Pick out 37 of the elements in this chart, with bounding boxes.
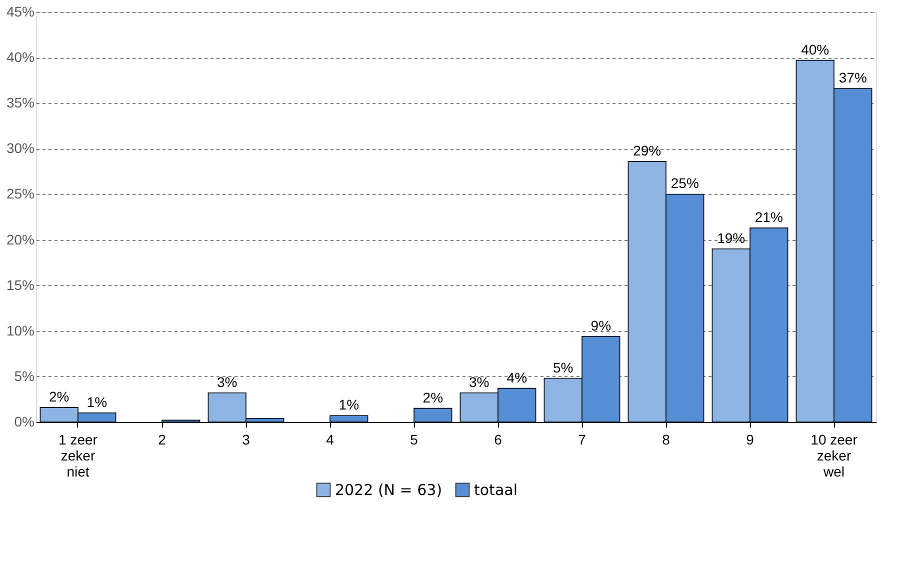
data-label: 19% [717, 230, 746, 246]
x-tick-label: 7 [578, 432, 586, 448]
data-label: 4% [506, 369, 528, 386]
data-label: 2% [48, 388, 70, 404]
data-label: 2% [422, 389, 444, 406]
x-tick-label: 4 [326, 432, 334, 448]
legend-label: 2022 (N = 63) [335, 480, 442, 499]
y-tick-label: 20% [6, 231, 34, 248]
data-label: 5% [552, 359, 574, 376]
data-label: 29% [633, 142, 662, 158]
x-tick-label: 8 [662, 432, 670, 448]
y-tick-label: 40% [6, 49, 34, 66]
x-tick-label: 2 [158, 432, 166, 448]
data-label: 1% [338, 396, 360, 413]
data-label: 21% [754, 208, 783, 225]
data-label: 40% [801, 41, 830, 58]
data-label: 3% [468, 374, 490, 390]
y-tick-label: 35% [6, 94, 34, 111]
y-tick-label: 5% [14, 368, 34, 384]
data-label: 25% [670, 175, 699, 192]
y-tick-label: 0% [14, 414, 34, 430]
data-label: 37% [838, 70, 867, 86]
x-tick-label: 3 [242, 432, 250, 448]
data-label: 1% [86, 394, 108, 410]
y-tick-label: 25% [6, 186, 34, 202]
y-tick-label: 10% [6, 322, 34, 338]
x-tick-label: 5 [410, 432, 418, 448]
data-label: 3% [216, 374, 238, 390]
x-tick-label: 9 [746, 432, 754, 448]
x-tick-label: 6 [494, 432, 502, 448]
legend-label: totaal [474, 480, 518, 499]
x-tick-label: 10 zeer zeker wel [810, 432, 858, 480]
y-tick-label: 45% [6, 4, 34, 20]
data-label: 9% [590, 317, 612, 334]
y-tick-label: 15% [6, 276, 34, 293]
x-tick-label: 1 zeer zeker niet [58, 432, 98, 480]
y-tick-label: 30% [6, 140, 34, 156]
